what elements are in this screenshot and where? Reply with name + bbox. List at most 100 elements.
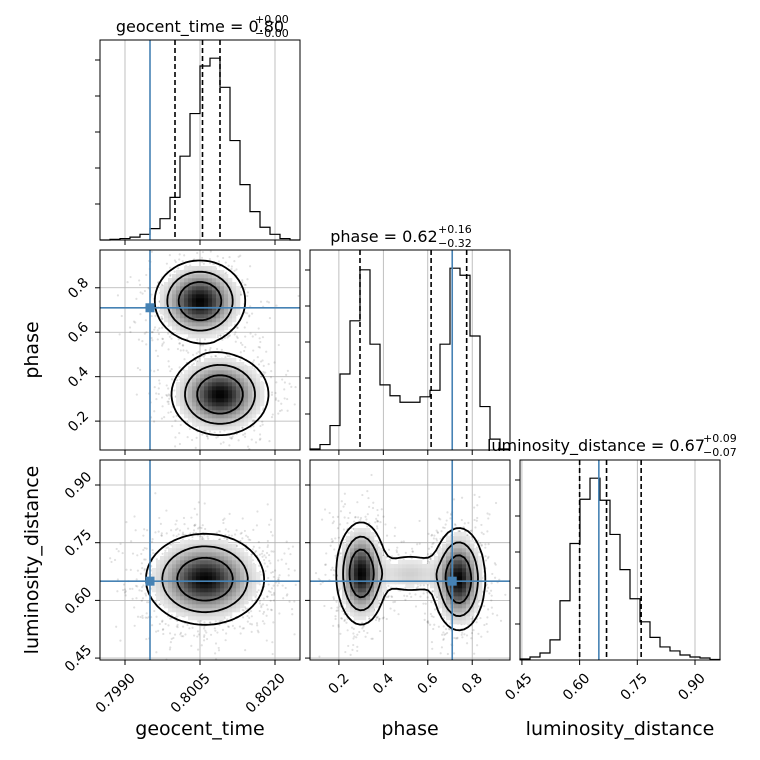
density-cell bbox=[184, 322, 189, 327]
sample-point bbox=[274, 397, 278, 400]
density-cell bbox=[192, 548, 197, 553]
density-cell bbox=[208, 266, 213, 271]
sample-point bbox=[219, 430, 222, 433]
sample-point bbox=[422, 592, 425, 595]
sample-point bbox=[262, 597, 265, 600]
sample-point bbox=[124, 594, 127, 597]
density-cell bbox=[244, 394, 249, 399]
sample-point bbox=[255, 524, 259, 527]
sample-point bbox=[200, 538, 204, 541]
sample-point bbox=[186, 337, 189, 340]
density-cell bbox=[212, 584, 217, 589]
density-cell bbox=[168, 604, 173, 609]
density-cell bbox=[172, 548, 177, 553]
density-cell bbox=[244, 556, 249, 561]
density-cell bbox=[184, 596, 189, 601]
sample-point bbox=[145, 273, 148, 277]
sample-point bbox=[145, 612, 148, 615]
sample-point bbox=[262, 610, 266, 614]
sample-point bbox=[261, 550, 264, 553]
sample-point bbox=[246, 614, 249, 618]
density-cell bbox=[196, 378, 201, 383]
density-cell bbox=[228, 318, 233, 323]
sample-point bbox=[110, 560, 113, 564]
density-cell bbox=[248, 592, 253, 597]
sample-point bbox=[267, 301, 271, 304]
density-cell bbox=[240, 382, 245, 387]
density-cell bbox=[224, 302, 229, 307]
density-cell bbox=[220, 310, 225, 315]
sample-point bbox=[156, 368, 160, 372]
density-cell bbox=[184, 310, 189, 315]
density-cell bbox=[208, 414, 213, 419]
sample-point bbox=[145, 547, 148, 550]
density-cell bbox=[196, 552, 201, 557]
sample-point bbox=[115, 547, 118, 551]
sample-point bbox=[204, 349, 207, 352]
sample-point bbox=[146, 601, 149, 604]
sample-point bbox=[181, 344, 185, 347]
sample-point bbox=[243, 432, 247, 435]
density-cell bbox=[184, 318, 189, 323]
density-cell bbox=[240, 568, 245, 573]
x-tick-label: 0.75 bbox=[618, 670, 651, 703]
density-cell bbox=[160, 302, 165, 307]
density-cell bbox=[176, 600, 181, 605]
density-cell bbox=[244, 382, 249, 387]
density-cell bbox=[216, 552, 221, 557]
sample-point bbox=[123, 588, 127, 591]
density-cell bbox=[180, 394, 185, 399]
sample-point bbox=[230, 534, 233, 537]
sample-point bbox=[154, 349, 158, 352]
sample-point bbox=[222, 518, 225, 522]
density-cell bbox=[172, 608, 177, 613]
density-cell bbox=[216, 572, 221, 577]
density-cell bbox=[204, 370, 209, 375]
histogram-luminosity_distance bbox=[519, 477, 721, 661]
density-cell bbox=[200, 390, 205, 395]
density-cell bbox=[212, 274, 217, 279]
density-cell bbox=[188, 374, 193, 379]
sample-point bbox=[396, 546, 399, 549]
density-cell bbox=[244, 390, 249, 395]
sample-point bbox=[290, 385, 293, 389]
sample-point bbox=[258, 564, 261, 567]
sample-point bbox=[251, 361, 255, 364]
density-cell bbox=[188, 410, 193, 415]
density-cell bbox=[212, 294, 217, 299]
density-cell bbox=[180, 560, 185, 565]
sample-point bbox=[343, 618, 346, 622]
sample-point bbox=[256, 629, 259, 632]
sample-point bbox=[442, 637, 445, 640]
density-cell bbox=[168, 318, 173, 323]
sample-point bbox=[133, 606, 136, 609]
sample-point bbox=[286, 409, 289, 412]
sample-point bbox=[141, 340, 144, 343]
sample-point bbox=[487, 543, 490, 546]
density-cell bbox=[192, 612, 197, 617]
density-cell bbox=[256, 410, 261, 415]
sample-point bbox=[214, 652, 217, 655]
sample-point bbox=[376, 615, 379, 618]
density-cell bbox=[212, 540, 217, 545]
density-cell bbox=[184, 290, 189, 295]
sample-point bbox=[256, 624, 259, 627]
sample-point bbox=[157, 392, 160, 396]
sample-point bbox=[161, 342, 164, 346]
density-cell bbox=[180, 406, 185, 411]
density-cell bbox=[176, 394, 181, 399]
density-cell bbox=[192, 282, 197, 287]
sample-point bbox=[493, 576, 497, 579]
ylabel-luminosity-distance: luminosity_distance bbox=[21, 466, 43, 655]
density-cell bbox=[164, 310, 169, 315]
density-cell bbox=[196, 592, 201, 597]
sample-point bbox=[138, 279, 141, 282]
density-cell bbox=[240, 378, 245, 383]
density-cell bbox=[196, 366, 201, 371]
density-cell bbox=[224, 612, 229, 617]
sample-point bbox=[183, 254, 186, 257]
density-cell bbox=[244, 370, 249, 375]
density-cell bbox=[180, 326, 185, 331]
density-cell bbox=[240, 548, 245, 553]
sample-point bbox=[144, 594, 148, 597]
